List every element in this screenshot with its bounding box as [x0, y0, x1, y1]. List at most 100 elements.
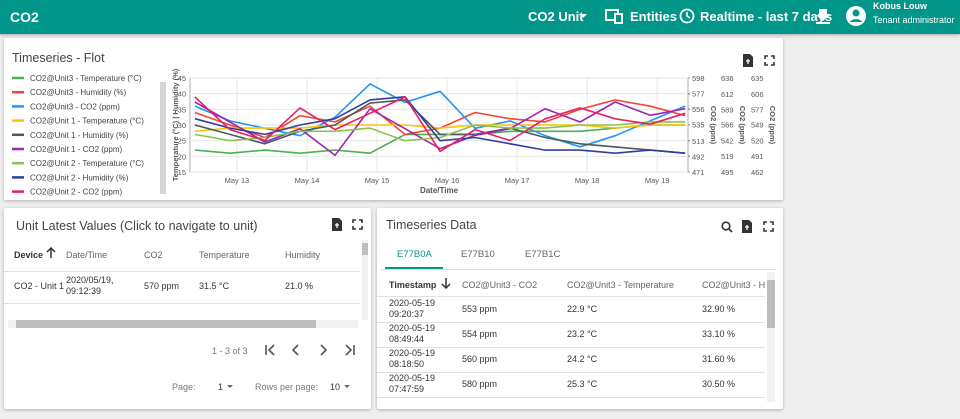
- table-cell: 553 ppm: [462, 304, 498, 314]
- fullscreen-icon[interactable]: [352, 219, 363, 230]
- fullscreen-icon[interactable]: [763, 221, 774, 232]
- column-header[interactable]: Date/Time: [66, 250, 108, 260]
- y-tick-label: 589: [721, 105, 734, 114]
- pagination-buttons[interactable]: [262, 342, 362, 358]
- table-cell: 31.60 %: [702, 354, 736, 364]
- legend-label: CO2@Unit 1 - Temperature (°C): [30, 117, 144, 126]
- legend-label: CO2@Unit 1 - CO2 (ppm): [30, 145, 122, 154]
- tab[interactable]: E77B10: [461, 249, 495, 260]
- top-bar: CO2 CO2 Unit Entities Realtime - last 7 …: [0, 0, 960, 34]
- legend-label: CO2@Unit 1 - Humidity (%): [30, 131, 129, 140]
- y-tick-label: 491: [751, 152, 764, 161]
- row-divider: [377, 322, 765, 323]
- rows-select[interactable]: 10: [330, 382, 341, 392]
- y-tick-label: 542: [721, 137, 734, 146]
- series-line: [194, 124, 686, 133]
- dropdown-icon: [579, 14, 587, 18]
- unit-selector[interactable]: CO2 Unit: [528, 9, 584, 24]
- row-divider: [4, 303, 360, 304]
- y-tick-label: 549: [751, 121, 764, 130]
- column-header[interactable]: Device: [14, 250, 44, 260]
- column-header[interactable]: CO2: [144, 250, 163, 260]
- horizontal-scrollbar[interactable]: [8, 320, 358, 328]
- legend-label: CO2@Unit 2 - CO2 (ppm): [30, 188, 122, 197]
- y-tick-label: 35: [178, 105, 186, 114]
- table-cell[interactable]: CO2 - Unit 1: [14, 281, 65, 291]
- x-tick-label: May 15: [365, 176, 390, 185]
- entities-button[interactable]: Entities: [630, 9, 677, 24]
- y-axis-title: CO2 (ppm): [768, 106, 777, 145]
- y-axis-title: Temperature (°C) | Humidity (%): [171, 68, 180, 181]
- dropdown-icon: [227, 385, 233, 388]
- row-divider: [377, 372, 765, 373]
- column-header[interactable]: Timestamp: [389, 280, 437, 290]
- avatar-icon[interactable]: [845, 5, 867, 27]
- widget-title: Unit Latest Values (Click to navigate to…: [16, 219, 258, 233]
- table-cell: 22.9 °C: [567, 304, 598, 314]
- table-cell: 2020-05-19 09:20:37: [389, 298, 436, 319]
- page-label: Page:: [172, 382, 196, 392]
- latest-values-table: Device Date/Time CO2 Temperature Humidity CO2…: [4, 238, 360, 322]
- table-cell: 33.10 %: [702, 329, 736, 339]
- timeseries-widget: Timeseries Data E77B0A E77B10 E77B1C Times…: [377, 208, 783, 409]
- x-axis-title: Date/Time: [420, 186, 459, 195]
- download-icon[interactable]: [815, 7, 831, 25]
- series-line: [194, 99, 686, 154]
- tab[interactable]: E77B1C: [525, 249, 561, 260]
- column-header[interactable]: Humidity: [285, 250, 321, 260]
- column-header[interactable]: CO2@Unit3 - Humidity: [702, 280, 765, 290]
- latest-values-widget: Unit Latest Values (Click to navigate to…: [4, 208, 371, 409]
- table-cell: 30.50 %: [702, 379, 736, 389]
- user-role: Tenant administrator: [873, 15, 955, 25]
- table-cell[interactable]: 21.0 %: [285, 281, 314, 291]
- pagination-range: 1 - 3 of 3: [212, 346, 248, 356]
- table-cell[interactable]: 31.5 °C: [199, 281, 230, 291]
- y-tick-label: 492: [692, 152, 705, 161]
- row-divider: [377, 347, 765, 348]
- x-tick-label: May 17: [505, 176, 530, 185]
- vertical-scrollbar[interactable]: [767, 272, 775, 402]
- row-divider: [377, 397, 765, 398]
- series-line: [194, 96, 686, 153]
- y-tick-label: 462: [751, 168, 764, 177]
- table-cell: 580 ppm: [462, 379, 498, 389]
- table-cell[interactable]: 570 ppm: [144, 281, 180, 291]
- export-icon[interactable]: [742, 54, 754, 67]
- fullscreen-icon[interactable]: [764, 55, 775, 66]
- series-line: [194, 121, 686, 142]
- y-tick-label: 612: [721, 90, 734, 99]
- y-tick-label: 471: [692, 168, 705, 177]
- table-cell: 32.90 %: [702, 304, 736, 314]
- search-icon[interactable]: [721, 221, 733, 233]
- user-name: Kobus Louw: [873, 1, 927, 11]
- export-icon[interactable]: [741, 220, 753, 233]
- tab[interactable]: E77B0A: [397, 249, 432, 260]
- tab-bar: E77B0A E77B10 E77B1C: [381, 242, 781, 270]
- page-select[interactable]: 1: [218, 382, 224, 392]
- column-header[interactable]: CO2@Unit3 - Temperature: [567, 280, 675, 290]
- dashboard-title: CO2: [10, 9, 39, 25]
- export-icon[interactable]: [331, 218, 343, 231]
- clock-icon: [679, 8, 695, 24]
- sort-icon[interactable]: [441, 277, 451, 289]
- rows-label: Rows per page:: [255, 382, 319, 392]
- y-tick-label: 556: [692, 105, 705, 114]
- row-divider: [377, 296, 765, 297]
- sort-icon[interactable]: [46, 247, 56, 259]
- widget-title: Timeseries - Flot: [12, 51, 105, 65]
- column-header[interactable]: Temperature: [199, 250, 250, 260]
- y-tick-label: 513: [692, 137, 705, 146]
- table-cell[interactable]: 2020/05/19, 09:12:39: [66, 275, 114, 296]
- y-tick-label: 45: [178, 74, 186, 83]
- entities-icon: [605, 9, 623, 24]
- x-tick-label: May 16: [435, 176, 460, 185]
- timewindow[interactable]: Realtime - last 7 days: [700, 9, 833, 24]
- table-cell: 2020-05-19 08:18:50: [389, 348, 436, 369]
- table-cell: 560 ppm: [462, 354, 498, 364]
- legend-scrollbar[interactable]: [160, 82, 166, 194]
- x-tick-label: May 18: [575, 176, 600, 185]
- column-header[interactable]: CO2@Unit3 - CO2: [462, 280, 538, 290]
- y-tick-label: 30: [178, 121, 186, 130]
- legend-label: CO2@Unit3 - Humidity (%): [30, 88, 126, 97]
- vertical-scrollbar[interactable]: [362, 240, 368, 320]
